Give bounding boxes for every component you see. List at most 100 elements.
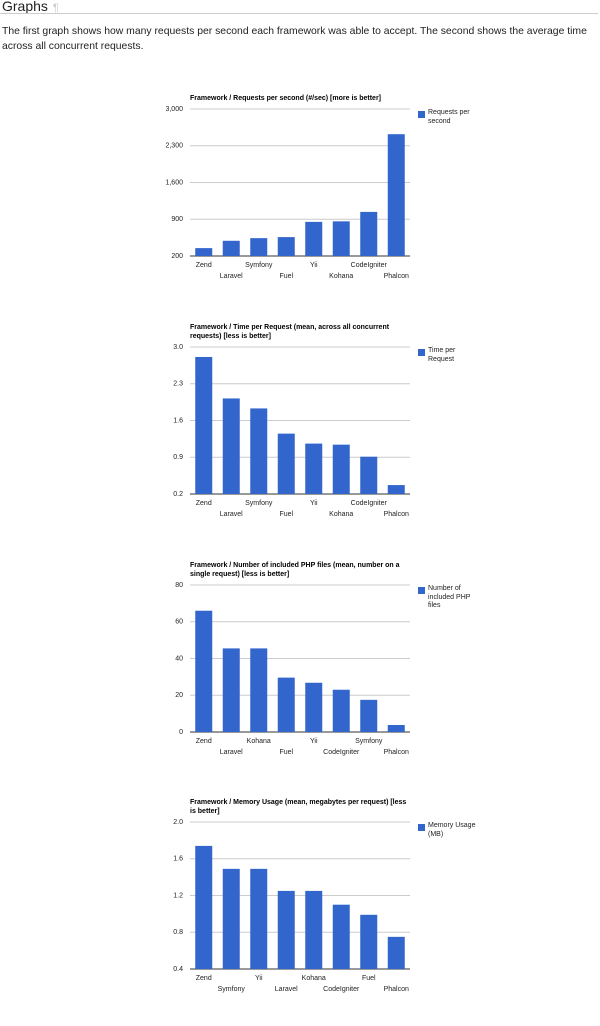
bar: [332, 689, 350, 732]
bar: [195, 248, 213, 256]
bar: [222, 240, 240, 256]
bar: [387, 936, 405, 969]
bar: [305, 682, 323, 732]
legend-swatch: [418, 111, 425, 118]
bar: [305, 890, 323, 969]
x-tick-label: Kohana: [329, 273, 353, 280]
x-tick-label: Kohana: [247, 738, 271, 745]
x-tick-label: Yii: [255, 975, 263, 982]
y-tick-label: 200: [171, 253, 183, 260]
heading-rule: [0, 13, 598, 14]
y-tick-label: 40: [175, 655, 183, 662]
x-tick-label: Yii: [310, 262, 318, 269]
x-tick-label: Zend: [196, 975, 212, 982]
legend-swatch: [418, 349, 425, 356]
x-tick-label: Yii: [310, 738, 318, 745]
y-tick-label: 0.2: [173, 491, 183, 498]
y-tick-label: 0: [179, 729, 183, 736]
bar: [387, 725, 405, 732]
y-tick-label: 2.3: [173, 381, 183, 388]
y-tick-label: 3.0: [173, 344, 183, 351]
x-tick-label: Symfony: [245, 500, 273, 507]
legend-label: Number of included PHP files: [428, 585, 471, 609]
intro-paragraph: The first graph shows how many requests …: [2, 26, 587, 52]
bar: [332, 904, 350, 969]
y-tick-label: 900: [171, 216, 183, 223]
bar: [360, 914, 378, 969]
bar: [332, 444, 350, 494]
y-tick-label: 80: [175, 582, 183, 589]
chart-title: Framework / Memory Usage (mean, megabyte…: [190, 799, 407, 815]
bar: [195, 610, 213, 732]
x-tick-label: CodeIgniter: [351, 500, 388, 507]
y-tick-label: 1.6: [173, 856, 183, 863]
x-tick-label: CodeIgniter: [323, 749, 360, 756]
chart-title: Framework / Time per Request (mean, acro…: [190, 324, 390, 340]
x-tick-label: Symfony: [245, 262, 273, 269]
bar: [360, 699, 378, 732]
y-tick-label: 1,600: [165, 179, 183, 186]
heading: Graphs ¶: [2, 0, 59, 14]
x-tick-label: Phalcon: [384, 749, 409, 756]
x-tick-label: Zend: [196, 500, 212, 507]
x-tick-label: Phalcon: [384, 986, 409, 993]
y-tick-label: 20: [175, 692, 183, 699]
x-tick-label: Fuel: [279, 273, 293, 280]
chart-title: Framework / Requests per second (#/sec) …: [190, 95, 382, 102]
y-tick-label: 60: [175, 619, 183, 626]
x-tick-label: CodeIgniter: [351, 262, 388, 269]
bar: [195, 845, 213, 969]
bar: [305, 443, 323, 494]
x-tick-label: Phalcon: [384, 273, 409, 280]
bar: [277, 237, 295, 256]
bar: [195, 356, 213, 494]
bar: [250, 408, 268, 494]
bar: [250, 648, 268, 732]
bar: [360, 211, 378, 256]
legend-swatch: [418, 824, 425, 831]
heading-title: Graphs: [2, 0, 48, 14]
x-tick-label: CodeIgniter: [323, 986, 360, 993]
x-tick-label: Laravel: [275, 986, 298, 993]
bar: [387, 134, 405, 256]
x-tick-label: Yii: [310, 500, 318, 507]
bar: [277, 677, 295, 732]
x-tick-label: Fuel: [279, 511, 293, 518]
legend-label: Memory Usage (MB): [428, 822, 476, 838]
chart-title: Framework / Number of included PHP files…: [190, 562, 400, 578]
bar: [277, 433, 295, 494]
y-tick-label: 0.9: [173, 454, 183, 461]
x-tick-label: Symfony: [218, 986, 246, 993]
legend-swatch: [418, 587, 425, 594]
bar: [222, 868, 240, 969]
y-tick-label: 0.8: [173, 929, 183, 936]
y-tick-label: 0.4: [173, 966, 183, 973]
bar: [277, 890, 295, 969]
y-tick-label: 1.6: [173, 417, 183, 424]
x-tick-label: Zend: [196, 262, 212, 269]
bar: [305, 221, 323, 256]
bar: [250, 238, 268, 256]
x-tick-label: Kohana: [329, 511, 353, 518]
x-tick-label: Zend: [196, 738, 212, 745]
bar: [387, 485, 405, 494]
x-tick-label: Kohana: [302, 975, 326, 982]
bar: [250, 868, 268, 969]
y-tick-label: 2,300: [165, 143, 183, 150]
y-tick-label: 3,000: [165, 106, 183, 113]
bar: [332, 221, 350, 256]
y-tick-label: 1.2: [173, 892, 183, 899]
legend-label: Requests per second: [428, 109, 470, 125]
heading-anchor: ¶: [52, 2, 59, 14]
x-tick-label: Laravel: [220, 511, 243, 518]
x-tick-label: Phalcon: [384, 511, 409, 518]
bar: [222, 648, 240, 732]
x-tick-label: Fuel: [362, 975, 376, 982]
bar: [222, 398, 240, 494]
x-tick-label: Symfony: [355, 738, 383, 745]
x-tick-label: Fuel: [279, 749, 293, 756]
legend-label: Time per Request: [428, 347, 456, 363]
